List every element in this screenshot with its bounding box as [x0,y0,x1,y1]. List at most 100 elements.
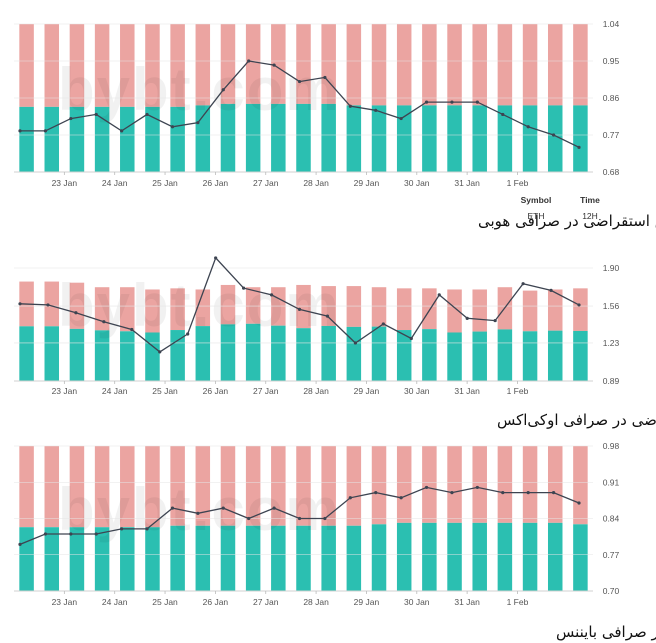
long-bar [69,328,85,381]
long-bar [44,326,60,381]
ratio-point [493,318,497,323]
ratio-point [186,332,190,336]
long-bar [220,525,236,591]
short-bar [69,446,85,528]
long-bar [447,105,462,172]
y-tick-label: 0.89 [603,376,620,386]
chart-1-bars [19,24,588,172]
ratio-point [214,256,218,260]
ratio-point [18,302,22,306]
x-tick-label: 24 Jan [102,597,128,607]
ratio-point [158,350,162,354]
ratio-point [501,112,505,117]
ratio-point [69,532,73,536]
long-bar [497,105,513,172]
long-bar [195,326,211,381]
chart-2-caption: موقعیت خرید/فروش استقراضی در صرافی اوکی‌… [497,411,656,429]
long-bar [296,525,311,591]
y-tick-label: 0.84 [603,514,620,524]
y-tick-label: 0.95 [603,56,620,66]
ratio-point [399,496,403,500]
ratio-point [551,133,556,137]
long-bar [120,527,135,591]
long-bar [472,105,487,172]
short-bar [447,289,462,333]
x-tick-label: 30 Jan [404,597,430,607]
long-bar [120,106,135,172]
long-bar [371,105,387,172]
ratio-point [409,336,413,341]
watermark: bybt.com [58,272,341,339]
long-bar [422,522,437,591]
short-bar [120,287,135,332]
long-bar [522,522,538,591]
x-tick-label: 31 Jan [454,386,480,396]
long-bar [220,324,236,381]
chart-2: bybt.com 1.90 1.56 1.23 0.89 23 Jan 24 Jan 25… [14,256,656,429]
long-bar [296,103,311,172]
short-bar [396,24,412,106]
ratio-point [381,322,385,326]
long-bar [245,103,261,172]
long-bar [371,524,387,591]
long-bar [346,525,362,591]
x-tick-label: 1 Feb [507,597,529,607]
ratio-point [450,491,454,495]
short-bar [497,446,513,523]
ratio-point [130,327,134,332]
ratio-point [475,100,479,104]
ratio-point [221,88,225,92]
short-bar [396,446,412,523]
ratio-point [526,125,530,129]
ratio-point [450,100,454,104]
long-bar [69,106,85,172]
short-bar [346,24,362,106]
y-tick-label: 1.90 [603,263,620,273]
x-tick-label: 1 Feb [507,386,529,396]
long-bar [573,524,588,591]
ratio-point [325,314,330,318]
y-tick-label: 0.91 [603,477,620,487]
ratio-point [424,485,429,490]
ratio-point [424,100,429,104]
long-bar [145,106,160,172]
long-bar [44,106,60,172]
short-bar [573,24,588,106]
long-bar [19,326,34,381]
ratio-point [145,527,149,531]
ratio-point [69,116,73,121]
long-bar [547,330,563,381]
short-bar [321,446,336,526]
long-bar [522,331,538,381]
long-bar [296,328,311,381]
y-tick-label: 0.98 [603,441,620,451]
x-tick-label: 23 Jan [52,178,78,188]
ratio-point [521,282,525,286]
long-bar [271,103,286,172]
y-tick-label: 0.77 [603,550,620,560]
ratio-point [46,303,50,307]
short-bar [94,446,110,528]
ratio-point [353,341,357,345]
ratio-point [348,496,352,500]
x-tick-label: 26 Jan [203,597,229,607]
short-bar [422,288,437,330]
long-bar [44,527,60,591]
x-tick-label: 29 Jan [354,178,380,188]
y-tick-label: 0.68 [603,167,620,177]
short-bar [195,446,211,526]
ratio-point [272,63,276,67]
short-bar [296,446,311,526]
long-bar [94,527,110,591]
short-bar [94,24,110,107]
x-tick-label: 25 Jan [152,178,178,188]
x-tick-label: 28 Jan [303,178,329,188]
short-bar [220,24,236,104]
ratio-point [170,125,175,129]
long-bar [321,103,336,172]
long-bar [422,329,437,381]
short-bar [220,446,236,526]
long-bar [522,105,538,172]
symbol-label: Symbol [521,195,552,205]
short-bar [447,446,462,523]
